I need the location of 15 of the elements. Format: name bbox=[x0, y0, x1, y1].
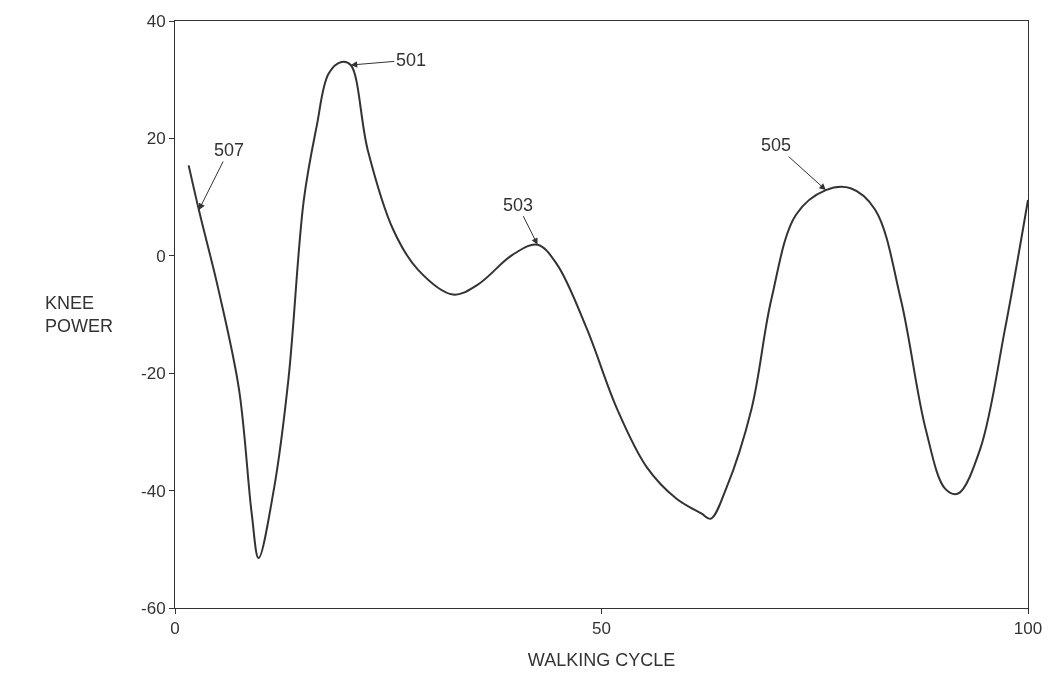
y-tick-label: -40 bbox=[141, 481, 166, 501]
x-tick-label: 100 bbox=[1013, 619, 1043, 639]
annotation: 501 bbox=[396, 50, 427, 70]
y-tick-label: 40 bbox=[146, 11, 166, 31]
annotation: 507 bbox=[214, 140, 245, 160]
annotation: 503 bbox=[503, 195, 534, 215]
y-tick-label: -60 bbox=[141, 598, 166, 618]
y-axis-title: KNEE POWER bbox=[45, 293, 114, 337]
x-tick-label: 50 bbox=[592, 619, 611, 639]
y-tick-label: 20 bbox=[146, 129, 166, 149]
x-axis-title: WALKING CYCLE bbox=[527, 649, 676, 670]
y-tick-label: -20 bbox=[141, 364, 166, 384]
annotation: 505 bbox=[761, 135, 792, 155]
y-tick-label: 0 bbox=[156, 246, 166, 266]
x-tick-label: 0 bbox=[170, 619, 180, 639]
